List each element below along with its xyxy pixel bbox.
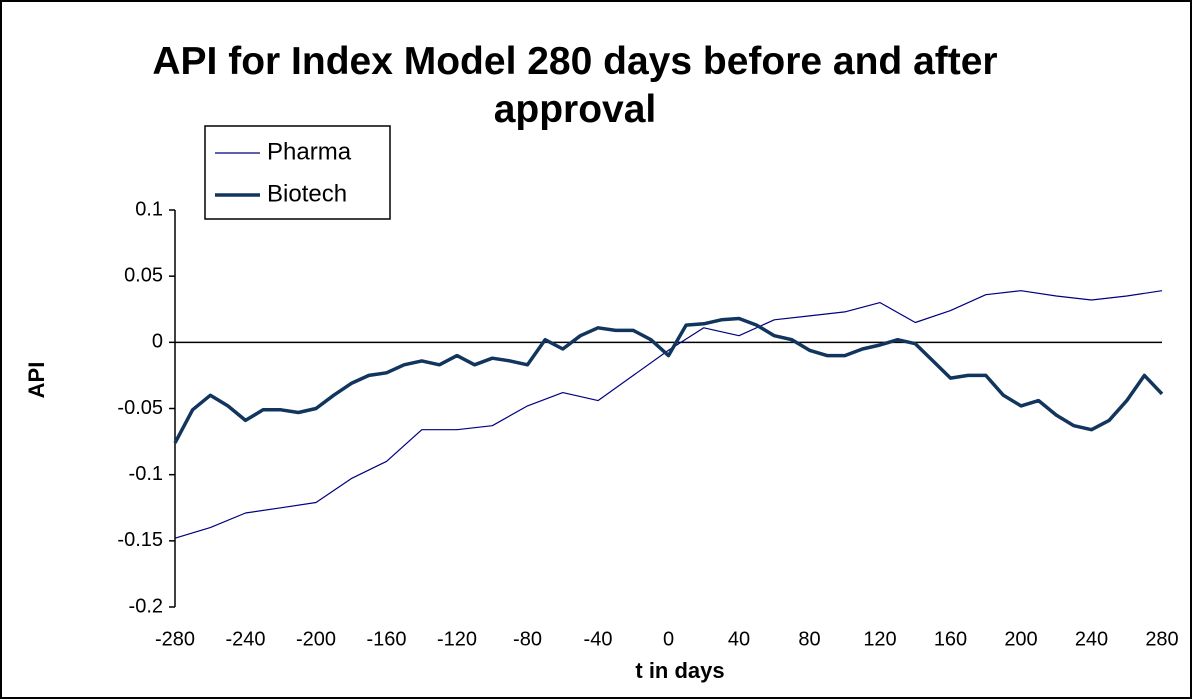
x-axis-label: t in days	[635, 658, 724, 683]
y-tick-label: 0.1	[135, 198, 163, 220]
x-tick-label: -80	[513, 628, 542, 650]
y-tick-label: 0.05	[124, 264, 163, 286]
legend-label: Biotech	[267, 180, 347, 207]
x-tick-label: 80	[798, 628, 820, 650]
x-tick-label: 40	[728, 628, 750, 650]
x-tick-label: 280	[1145, 628, 1178, 650]
x-tick-label: 0	[663, 628, 674, 650]
y-tick-label: -0.2	[129, 595, 163, 617]
y-tick-label: -0.05	[117, 397, 163, 419]
x-tick-label: -200	[296, 628, 336, 650]
y-tick-label: -0.1	[129, 463, 163, 485]
x-tick-label: -40	[584, 628, 613, 650]
legend-box	[204, 125, 391, 220]
x-tick-label: -120	[437, 628, 477, 650]
line-series	[173, 316, 1164, 444]
x-tick-label: 120	[863, 628, 896, 650]
y-tick-label: -0.15	[117, 529, 163, 551]
x-tick-label: -280	[155, 628, 195, 650]
x-tick-label: 200	[1004, 628, 1037, 650]
y-axis-label: API	[24, 362, 49, 399]
x-tick-label: 240	[1075, 628, 1108, 650]
x-tick-label: -160	[366, 628, 406, 650]
y-tick-label: 0	[152, 331, 163, 353]
x-tick-label: 160	[934, 628, 967, 650]
line-series	[174, 290, 1163, 539]
chart-title: API for Index Model 280 days before and …	[152, 40, 998, 131]
x-tick-label: -240	[225, 628, 265, 650]
legend-label: Pharma	[267, 138, 352, 165]
